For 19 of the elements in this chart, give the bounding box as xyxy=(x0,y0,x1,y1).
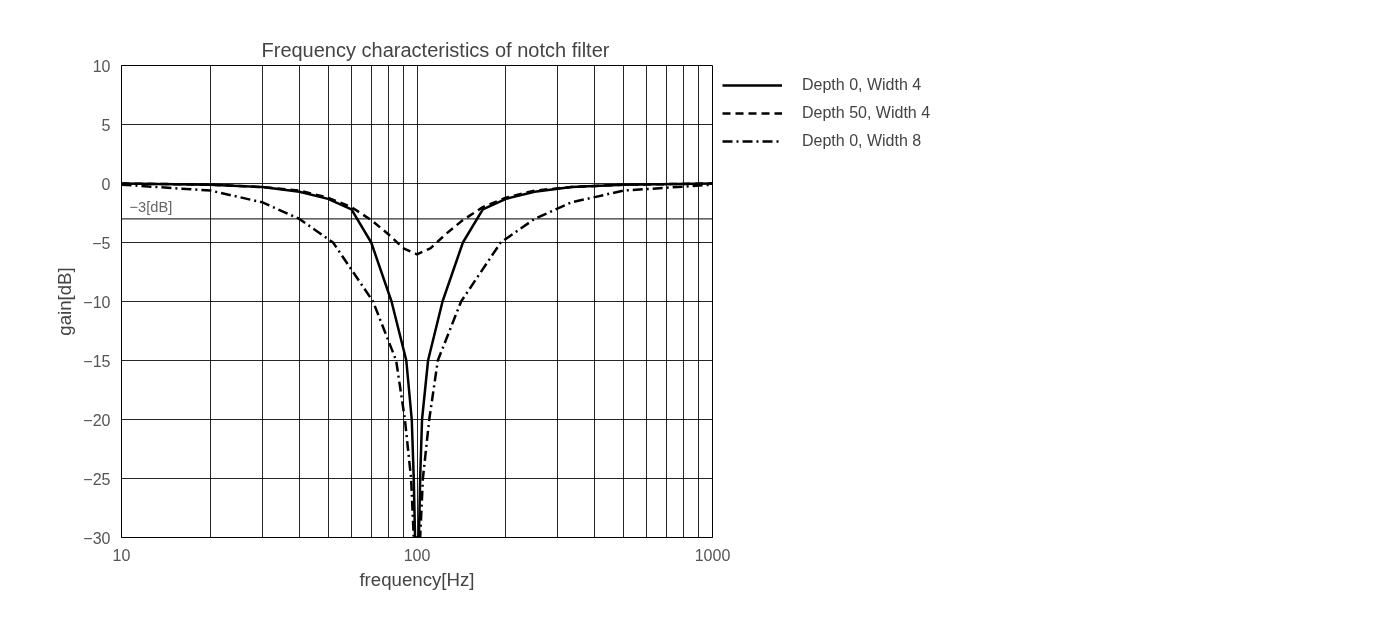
y-tick-label: −15 xyxy=(83,352,111,370)
legend-label: Depth 0, Width 8 xyxy=(802,132,922,150)
y-tick-label: −20 xyxy=(83,411,111,429)
x-tick-label: 10 xyxy=(112,546,131,564)
x-axis-title: frequency[Hz] xyxy=(359,568,475,590)
y-tick-label: −5 xyxy=(92,234,111,252)
legend-label: Depth 50, Width 4 xyxy=(802,104,931,122)
x-tick-label: 1000 xyxy=(694,546,731,564)
y-tick-label: 0 xyxy=(101,175,111,193)
x-tick-label: 100 xyxy=(403,546,431,564)
y-tick-label: −25 xyxy=(83,470,111,488)
legend-label: Depth 0, Width 4 xyxy=(802,76,922,94)
y-tick-label: −30 xyxy=(83,529,111,547)
y-axis-title: gain[dB] xyxy=(54,267,76,336)
y-tick-label: 5 xyxy=(101,116,111,134)
ref-line-label: −3[dB] xyxy=(129,198,173,215)
chart-title: Frequency characteristics of notch filter xyxy=(261,38,610,61)
y-tick-label: −10 xyxy=(83,293,111,311)
y-tick-label: 10 xyxy=(92,57,111,75)
